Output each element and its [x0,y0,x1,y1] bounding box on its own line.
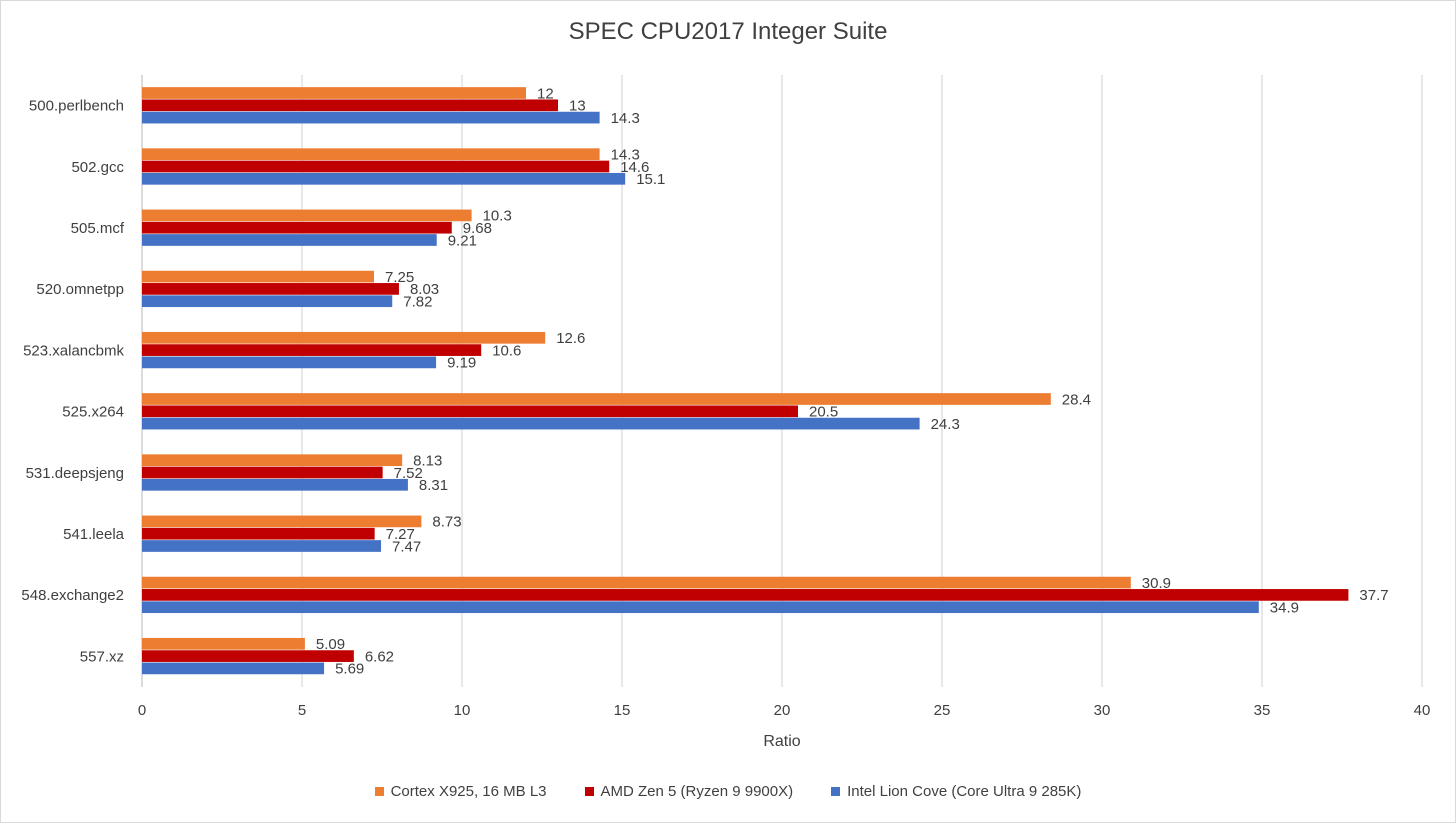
data-label: 7.47 [392,538,421,555]
category-label: 557.xz [80,648,124,665]
data-label: 14.3 [611,147,640,164]
bar [142,576,1131,589]
x-tick-label: 25 [934,702,951,719]
bar [142,589,1349,601]
bar [142,478,408,491]
bar [142,295,393,308]
data-label: 5.69 [335,661,364,678]
x-tick-label: 15 [614,702,631,719]
legend-swatch [584,787,594,796]
category-label: 505.mcf [71,220,125,237]
data-label: 20.5 [809,404,838,421]
bar [142,209,472,222]
data-labels: 121314.314.314.615.110.39.689.217.258.03… [316,85,1389,677]
data-label: 12.6 [556,330,585,347]
data-label: 9.19 [447,355,476,372]
legend-swatch [831,787,841,796]
data-label: 34.9 [1270,600,1299,617]
category-labels: 500.perlbench 502.gcc 505.mcf 520.omnetpp 52… [21,98,124,666]
bar [142,527,375,540]
bar [142,111,600,124]
data-label: 14.3 [611,110,640,127]
data-label: 7.25 [385,269,414,286]
bar [142,331,546,344]
bar [142,650,354,662]
data-label: 8.03 [410,281,439,298]
data-label: 30.9 [1142,575,1171,592]
x-tick-label: 20 [774,702,791,719]
legend: Cortex X925, 16 MB L3 AMD Zen 5 (Ryzen 9 … [0,783,1456,800]
x-axis-title: Ratio [763,733,800,750]
bar [142,270,374,283]
bar [142,417,920,430]
bar [142,454,403,467]
data-label: 7.52 [394,465,423,482]
data-label: 7.27 [386,526,415,543]
category-label: 541.leela [63,526,125,543]
data-label: 9.21 [448,232,477,249]
bar [142,515,422,528]
x-tick-labels: 0 5 10 15 20 25 30 35 40 [138,702,1431,719]
bar [142,405,798,418]
data-label: 10.6 [492,342,521,359]
x-tick-label: 0 [138,702,146,719]
data-label: 9.68 [463,220,492,237]
bar [142,393,1051,405]
bar [142,160,610,173]
x-tick-label: 5 [298,702,306,719]
legend-item: Intel Lion Cove (Core Ultra 9 285K) [831,783,1081,800]
bar [142,466,383,479]
chart-title: SPEC CPU2017 Integer Suite [568,18,888,45]
category-label: 500.perlbench [29,98,124,115]
bar [142,540,382,552]
data-label: 28.4 [1062,391,1091,408]
category-label: 548.exchange2 [21,587,124,604]
data-label: 13 [569,98,586,115]
bar [142,87,526,99]
category-label: 520.omnetpp [36,281,124,298]
data-label: 37.7 [1359,587,1388,604]
category-label: 525.x264 [62,404,124,421]
category-label: 523.xalancbmk [23,342,124,359]
legend-item: AMD Zen 5 (Ryzen 9 9900X) [584,783,794,800]
data-label: 7.82 [403,294,432,311]
legend-item: Cortex X925, 16 MB L3 [374,783,547,800]
data-label: 12 [537,85,554,102]
bar [142,234,437,246]
bar [142,662,325,675]
data-label: 8.13 [413,453,442,470]
x-tick-label: 40 [1414,702,1431,719]
x-tick-label: 30 [1094,702,1111,719]
data-label: 8.31 [419,477,448,494]
data-label: 5.09 [316,636,345,653]
bar [142,356,437,369]
legend-label: AMD Zen 5 (Ryzen 9 9900X) [600,783,794,800]
bar [142,172,626,185]
bar [142,221,452,234]
bar [142,637,305,650]
x-tick-label: 35 [1254,702,1271,719]
data-label: 8.73 [432,514,461,531]
data-label: 24.3 [931,416,960,433]
x-tick-label: 10 [454,702,471,719]
category-label: 531.deepsjeng [26,465,124,482]
legend-label: Cortex X925, 16 MB L3 [390,783,547,800]
bar [142,283,399,295]
bar [142,601,1259,614]
data-label: 10.3 [483,208,512,225]
bar [142,344,482,356]
bar [142,148,600,161]
bar [142,99,558,112]
category-label: 502.gcc [71,159,124,176]
bars [142,87,1349,675]
legend-label: Intel Lion Cove (Core Ultra 9 285K) [847,783,1082,800]
data-label: 15.1 [636,171,665,188]
data-label: 14.6 [620,159,649,176]
legend-swatch [374,787,384,796]
data-label: 6.62 [365,648,394,665]
